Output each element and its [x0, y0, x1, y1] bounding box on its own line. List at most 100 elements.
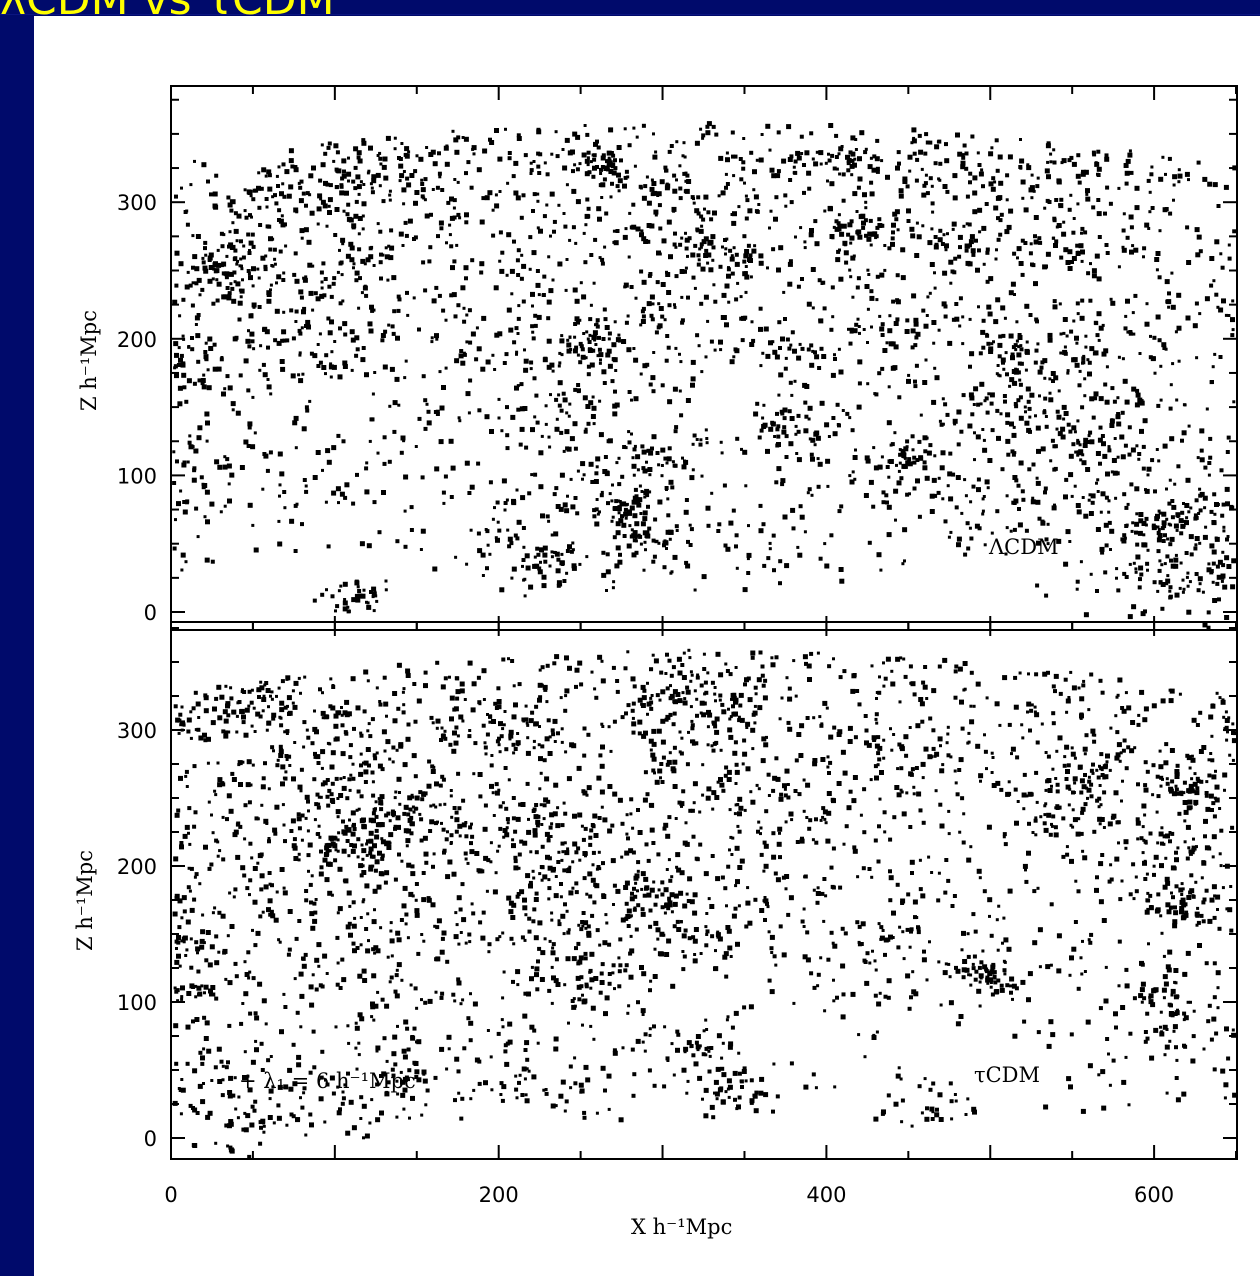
galaxy-point — [1066, 422, 1071, 427]
galaxy-point — [657, 541, 661, 545]
galaxy-point — [1065, 529, 1071, 535]
galaxy-point — [1051, 505, 1057, 511]
galaxy-point — [266, 298, 272, 304]
galaxy-point — [412, 296, 416, 300]
galaxy-point — [279, 191, 284, 197]
galaxy-point — [1074, 879, 1078, 883]
galaxy-point — [628, 524, 632, 528]
galaxy-point — [743, 181, 746, 185]
galaxy-point — [574, 298, 580, 304]
galaxy-point — [440, 991, 445, 996]
galaxy-point — [245, 1113, 251, 1119]
galaxy-point — [973, 431, 976, 435]
galaxy-point — [1193, 513, 1198, 518]
galaxy-point — [1165, 517, 1169, 521]
galaxy-point — [757, 705, 763, 711]
galaxy-point — [1124, 314, 1128, 318]
galaxy-point — [497, 743, 501, 747]
galaxy-point — [358, 276, 362, 281]
galaxy-point — [258, 914, 263, 919]
galaxy-point — [367, 722, 371, 726]
galaxy-point — [532, 192, 537, 197]
galaxy-point — [686, 899, 691, 903]
galaxy-point — [694, 140, 700, 146]
galaxy-point — [971, 962, 975, 966]
galaxy-point — [724, 172, 728, 176]
galaxy-point — [389, 228, 394, 233]
galaxy-point — [1211, 580, 1215, 584]
galaxy-point — [278, 494, 281, 498]
galaxy-point — [546, 799, 551, 804]
galaxy-point — [681, 154, 685, 158]
galaxy-point — [304, 889, 309, 893]
galaxy-point — [231, 298, 237, 304]
galaxy-point — [895, 165, 900, 171]
galaxy-point — [237, 317, 242, 322]
galaxy-point — [1016, 398, 1021, 403]
galaxy-point — [899, 656, 903, 660]
galaxy-point — [890, 341, 896, 347]
galaxy-point — [654, 213, 658, 217]
galaxy-point — [383, 175, 389, 181]
galaxy-point — [1065, 710, 1069, 714]
galaxy-point — [736, 281, 740, 285]
galaxy-point — [788, 895, 794, 901]
galaxy-point — [894, 217, 899, 222]
galaxy-point — [902, 527, 908, 533]
galaxy-point — [862, 830, 867, 835]
galaxy-point — [516, 316, 521, 321]
galaxy-point — [585, 892, 589, 896]
galaxy-point — [191, 985, 196, 989]
galaxy-point — [1157, 533, 1163, 538]
galaxy-point — [875, 1030, 879, 1034]
galaxy-point — [1035, 480, 1041, 486]
galaxy-point — [1138, 518, 1144, 524]
galaxy-point — [476, 346, 482, 352]
galaxy-point — [1053, 444, 1058, 449]
galaxy-point — [1189, 506, 1193, 510]
galaxy-point — [1015, 755, 1020, 760]
galaxy-point — [313, 709, 316, 713]
galaxy-point — [1016, 352, 1022, 358]
galaxy-point — [945, 189, 950, 194]
galaxy-point — [693, 588, 697, 592]
galaxy-point — [1028, 187, 1034, 193]
galaxy-point — [1166, 967, 1172, 973]
galaxy-point — [1146, 466, 1152, 472]
galaxy-point — [893, 431, 897, 435]
galaxy-point — [699, 127, 703, 131]
galaxy-point — [566, 342, 572, 348]
galaxy-point — [806, 491, 810, 495]
galaxy-point — [219, 231, 224, 236]
galaxy-point — [1152, 864, 1156, 868]
galaxy-point — [1082, 171, 1086, 175]
galaxy-point — [239, 257, 243, 261]
galaxy-point — [1174, 592, 1180, 598]
galaxy-point — [749, 275, 753, 279]
galaxy-point — [986, 981, 990, 985]
galaxy-point — [869, 191, 875, 197]
galaxy-point — [592, 281, 596, 285]
galaxy-point — [599, 167, 603, 172]
galaxy-point — [436, 234, 440, 239]
galaxy-point — [370, 186, 374, 190]
galaxy-point — [179, 841, 184, 845]
galaxy-point — [1076, 509, 1082, 515]
galaxy-point — [446, 200, 451, 205]
galaxy-point — [819, 956, 823, 960]
galaxy-point — [1045, 143, 1051, 149]
galaxy-point — [379, 252, 383, 257]
galaxy-point — [1131, 244, 1135, 248]
galaxy-point — [328, 364, 334, 370]
galaxy-point — [1204, 525, 1208, 529]
galaxy-point — [788, 811, 794, 817]
galaxy-point — [406, 862, 412, 868]
galaxy-point — [1152, 335, 1157, 340]
galaxy-point — [1224, 863, 1230, 869]
galaxy-point — [811, 1072, 816, 1077]
galaxy-point — [341, 819, 345, 824]
galaxy-point — [185, 222, 190, 227]
galaxy-point — [666, 345, 671, 350]
galaxy-point — [631, 826, 635, 830]
galaxy-point — [357, 216, 363, 221]
